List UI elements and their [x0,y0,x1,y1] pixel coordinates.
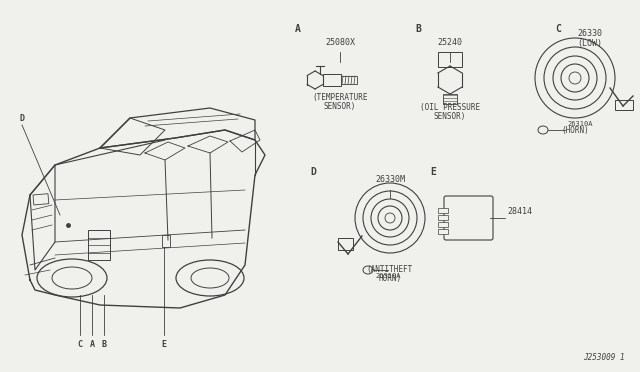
Text: SENSOR): SENSOR) [324,102,356,111]
Text: (OIL PRESSURE: (OIL PRESSURE [420,103,480,112]
Ellipse shape [37,259,107,297]
Bar [438,208,448,213]
Bar [443,94,457,104]
Text: C: C [77,340,83,349]
Bar [323,74,341,86]
Text: C: C [555,24,561,34]
Text: E: E [161,340,166,349]
Text: (TEMPERATURE: (TEMPERATURE [312,93,368,102]
Text: (HORN): (HORN) [561,126,589,135]
Text: B: B [415,24,421,34]
Text: 26310A: 26310A [375,273,401,279]
Text: E: E [430,167,436,177]
FancyBboxPatch shape [444,196,493,240]
Text: SENSOR): SENSOR) [434,112,466,121]
Text: 25080X: 25080X [325,38,355,47]
Text: (ANTITHEFT: (ANTITHEFT [367,265,413,274]
Bar [341,76,357,84]
Ellipse shape [363,266,373,274]
Ellipse shape [191,268,229,288]
Text: HORN): HORN) [378,274,401,283]
Text: D: D [19,113,24,122]
Text: A: A [90,340,95,349]
Text: B: B [102,340,106,349]
Bar [88,230,110,260]
Text: 26310A: 26310A [567,121,593,127]
Ellipse shape [52,267,92,289]
Ellipse shape [538,126,548,134]
Bar [438,215,448,220]
Bar [438,222,448,227]
Text: 26330M: 26330M [375,175,405,184]
Text: 28414: 28414 [507,207,532,216]
Ellipse shape [176,260,244,296]
Bar [438,52,462,67]
Bar [162,235,170,247]
Bar [615,100,633,110]
Text: (LOW): (LOW) [577,39,602,48]
Text: D: D [310,167,316,177]
Text: A: A [295,24,301,34]
Text: 26330: 26330 [577,29,602,38]
Text: 25240: 25240 [438,38,463,47]
Text: J253009 1: J253009 1 [584,353,625,362]
Bar [338,238,353,250]
Bar [33,194,49,205]
Bar [438,229,448,234]
